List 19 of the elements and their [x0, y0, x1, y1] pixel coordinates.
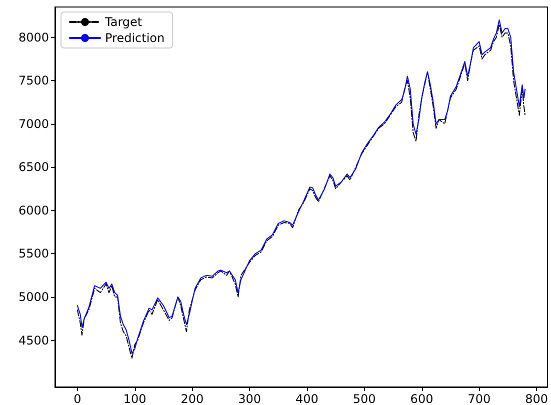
x-tick-label: 500 [352, 392, 376, 405]
y-tick-label: 6500 [18, 160, 49, 174]
x-tick-label: 700 [468, 392, 491, 405]
x-tick-label: 600 [410, 392, 434, 405]
x-tick-label: 800 [525, 392, 548, 405]
legend-label: Prediction [105, 31, 165, 45]
x-tick-label: 0 [74, 392, 82, 405]
x-tick-label: 300 [238, 392, 262, 405]
y-tick-label: 7000 [18, 116, 49, 131]
y-tick-label: 5500 [18, 246, 49, 261]
y-tick-label: 6000 [18, 203, 49, 218]
y-tick-label: 7500 [18, 74, 49, 88]
y-tick-label: 5000 [18, 290, 49, 304]
y-tick-label: 8000 [18, 30, 49, 44]
y-tick-label: 4500 [18, 333, 49, 348]
x-tick-label: 100 [123, 392, 146, 405]
x-tick-label: 200 [180, 392, 204, 405]
legend-label: Target [104, 15, 142, 29]
x-tick-label: 400 [296, 392, 318, 405]
